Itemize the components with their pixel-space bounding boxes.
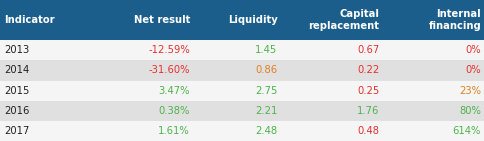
Text: 1.76: 1.76 — [356, 106, 378, 116]
Text: Capital
replacement: Capital replacement — [308, 9, 378, 31]
Text: 0%: 0% — [465, 65, 480, 75]
Text: 0.22: 0.22 — [356, 65, 378, 75]
Text: 0.67: 0.67 — [356, 45, 378, 55]
Text: 1.45: 1.45 — [255, 45, 277, 55]
Text: 2.48: 2.48 — [255, 126, 277, 136]
Text: Liquidity: Liquidity — [227, 15, 277, 25]
Text: 0.38%: 0.38% — [158, 106, 190, 116]
Bar — [0, 60, 484, 81]
Text: 2014: 2014 — [4, 65, 29, 75]
Bar — [0, 121, 484, 141]
Text: 2017: 2017 — [4, 126, 29, 136]
Bar — [0, 101, 484, 121]
Text: -12.59%: -12.59% — [148, 45, 190, 55]
Bar — [0, 0, 484, 40]
Text: Internal
financing: Internal financing — [427, 9, 480, 31]
Text: 1.61%: 1.61% — [158, 126, 190, 136]
Text: 0.48: 0.48 — [357, 126, 378, 136]
Text: 2016: 2016 — [4, 106, 29, 116]
Text: 2.75: 2.75 — [255, 86, 277, 96]
Bar — [0, 81, 484, 101]
Text: 0.25: 0.25 — [356, 86, 378, 96]
Text: 2.21: 2.21 — [255, 106, 277, 116]
Text: -31.60%: -31.60% — [148, 65, 190, 75]
Text: 2015: 2015 — [4, 86, 29, 96]
Text: 0%: 0% — [465, 45, 480, 55]
Text: Indicator: Indicator — [4, 15, 54, 25]
Text: 0.86: 0.86 — [255, 65, 277, 75]
Bar — [0, 40, 484, 60]
Text: 80%: 80% — [458, 106, 480, 116]
Text: 614%: 614% — [452, 126, 480, 136]
Text: 2013: 2013 — [4, 45, 29, 55]
Text: Net result: Net result — [134, 15, 190, 25]
Text: 3.47%: 3.47% — [158, 86, 190, 96]
Text: 23%: 23% — [458, 86, 480, 96]
